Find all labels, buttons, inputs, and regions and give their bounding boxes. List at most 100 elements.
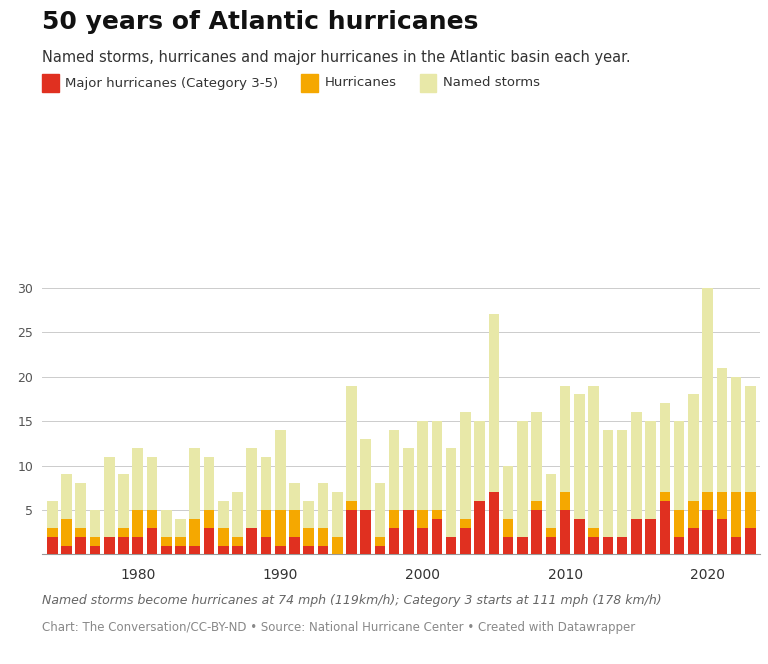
Bar: [375, 537, 386, 546]
Bar: [346, 501, 357, 510]
Bar: [346, 386, 357, 501]
Bar: [574, 394, 584, 519]
Text: Named storms, hurricanes and major hurricanes in the Atlantic basin each year.: Named storms, hurricanes and major hurri…: [42, 50, 631, 65]
Bar: [617, 430, 627, 537]
Bar: [432, 519, 442, 554]
Bar: [61, 519, 71, 546]
Bar: [232, 537, 243, 546]
Bar: [503, 465, 514, 519]
Bar: [660, 492, 670, 501]
Bar: [118, 537, 129, 554]
Bar: [132, 510, 143, 537]
Bar: [731, 537, 741, 554]
Bar: [232, 546, 243, 554]
Bar: [645, 519, 656, 554]
Bar: [104, 537, 114, 554]
Bar: [417, 421, 428, 510]
Bar: [531, 501, 542, 510]
Bar: [660, 501, 670, 554]
Bar: [688, 394, 699, 501]
Bar: [503, 519, 514, 537]
Bar: [702, 288, 713, 492]
Text: Named storms become hurricanes at 74 mph (119km/h); Category 3 starts at 111 mph: Named storms become hurricanes at 74 mph…: [42, 594, 662, 608]
Bar: [260, 510, 271, 537]
Bar: [588, 537, 599, 554]
Bar: [75, 528, 86, 537]
Bar: [90, 510, 101, 537]
Bar: [190, 519, 200, 546]
Bar: [702, 492, 713, 510]
Bar: [275, 510, 286, 546]
Bar: [588, 528, 599, 537]
Bar: [403, 448, 414, 510]
Bar: [289, 537, 300, 554]
Bar: [318, 528, 328, 546]
Bar: [460, 519, 471, 528]
Bar: [560, 386, 571, 492]
Bar: [674, 537, 684, 554]
Bar: [717, 519, 727, 554]
Bar: [218, 501, 229, 528]
Text: Major hurricanes (Category 3-5): Major hurricanes (Category 3-5): [65, 76, 279, 90]
Bar: [232, 492, 243, 537]
Bar: [218, 528, 229, 546]
Bar: [132, 448, 143, 510]
Bar: [745, 492, 756, 528]
Bar: [517, 537, 528, 554]
Text: Hurricanes: Hurricanes: [325, 76, 396, 90]
Bar: [175, 537, 186, 546]
Bar: [417, 510, 428, 528]
Bar: [574, 519, 584, 554]
Bar: [432, 421, 442, 510]
Bar: [360, 439, 371, 510]
Bar: [318, 483, 328, 528]
Bar: [147, 457, 157, 510]
Bar: [631, 519, 642, 554]
Bar: [303, 528, 314, 546]
Bar: [47, 537, 58, 554]
Bar: [545, 528, 556, 537]
Bar: [332, 537, 343, 554]
Bar: [545, 537, 556, 554]
Bar: [289, 510, 300, 537]
Bar: [204, 457, 214, 510]
Bar: [717, 368, 727, 492]
Bar: [688, 528, 699, 554]
Bar: [190, 546, 200, 554]
Bar: [702, 510, 713, 554]
Bar: [375, 546, 386, 554]
Text: 50 years of Atlantic hurricanes: 50 years of Atlantic hurricanes: [42, 10, 478, 34]
Bar: [90, 546, 101, 554]
Bar: [645, 421, 656, 519]
Bar: [745, 528, 756, 554]
Bar: [674, 421, 684, 510]
Bar: [745, 386, 756, 492]
Bar: [303, 546, 314, 554]
Bar: [475, 501, 485, 554]
Bar: [460, 528, 471, 554]
Bar: [375, 483, 386, 537]
Bar: [303, 501, 314, 528]
Bar: [161, 537, 171, 546]
Bar: [674, 510, 684, 537]
Bar: [717, 492, 727, 519]
Bar: [545, 475, 556, 528]
Bar: [460, 412, 471, 519]
Bar: [47, 528, 58, 537]
Bar: [118, 475, 129, 528]
Bar: [61, 546, 71, 554]
Bar: [617, 537, 627, 554]
Bar: [389, 510, 399, 528]
Bar: [75, 537, 86, 554]
Bar: [247, 528, 257, 554]
Bar: [432, 510, 442, 519]
Bar: [389, 430, 399, 510]
Bar: [560, 510, 571, 554]
Bar: [47, 501, 58, 528]
Bar: [503, 537, 514, 554]
Bar: [445, 537, 456, 554]
Bar: [588, 386, 599, 528]
Bar: [118, 528, 129, 537]
Bar: [475, 421, 485, 501]
Bar: [104, 457, 114, 537]
